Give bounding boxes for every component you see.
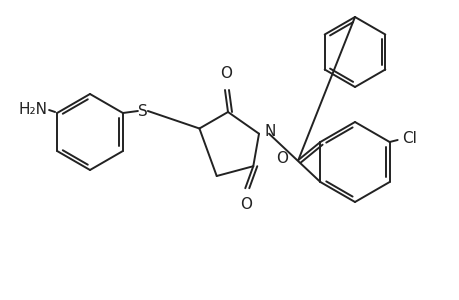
Text: Cl: Cl [401,130,415,146]
Text: O: O [276,151,288,166]
Text: O: O [219,66,231,81]
Text: O: O [240,197,252,212]
Text: S: S [138,103,147,118]
Text: N: N [263,124,275,139]
Text: H₂N: H₂N [18,101,47,116]
